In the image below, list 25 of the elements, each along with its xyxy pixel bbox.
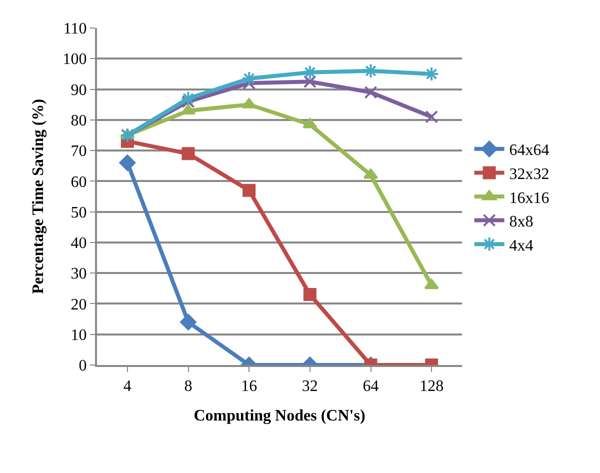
y-tick-label: 90 (70, 82, 87, 99)
y-tick-label: 100 (62, 51, 87, 68)
y-tick-label: 50 (70, 204, 87, 222)
x-tick-label: 64 (362, 378, 379, 396)
legend-label: 8x8 (509, 214, 534, 231)
x-axis-title: Computing Nodes (CN's) (194, 407, 366, 424)
x-tick-label: 4 (123, 378, 132, 396)
x-tick-label: 32 (302, 378, 318, 396)
y-axis-title: Percentage Time Saving (%) (30, 98, 48, 294)
x-tick-label: 16 (241, 378, 258, 396)
x-tick-label: 128 (420, 378, 444, 396)
y-tick-label: 20 (70, 296, 87, 314)
legend-label: 16x16 (509, 190, 550, 207)
y-tick-label: 0 (78, 358, 87, 375)
y-tick-label: 60 (70, 174, 87, 191)
y-tick-label: 40 (70, 235, 87, 252)
y-tick-label: 30 (70, 266, 87, 283)
y-tick-label: 10 (70, 326, 87, 344)
legend-label: 4x4 (509, 237, 534, 254)
y-tick-label: 80 (70, 112, 87, 130)
legend-label: 32x32 (509, 166, 550, 183)
legend-label: 64x64 (509, 142, 550, 160)
y-tick-label: 110 (63, 20, 87, 38)
y-tick-label: 70 (70, 143, 87, 160)
x-tick-label: 8 (184, 378, 192, 396)
